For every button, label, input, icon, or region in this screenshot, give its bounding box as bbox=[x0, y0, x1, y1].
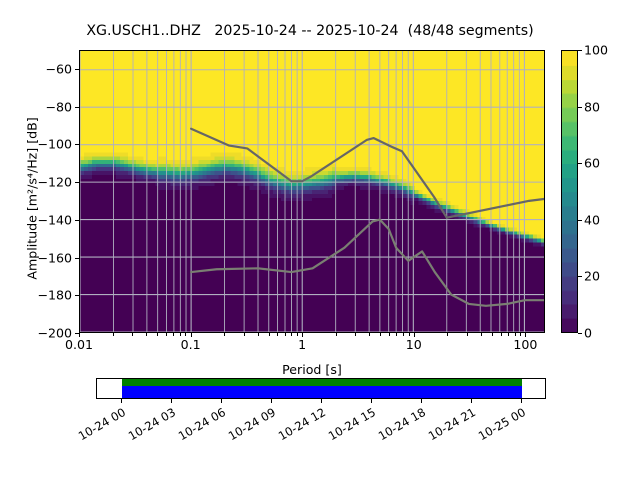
coverage-tick-mark bbox=[421, 399, 423, 403]
colorbar-tick-mark bbox=[578, 219, 582, 221]
x-tick-mark-minor bbox=[491, 333, 493, 336]
x-tick-mark-minor bbox=[480, 333, 482, 336]
coverage-tick-mark bbox=[270, 399, 272, 403]
y-tick-label: −80 bbox=[45, 99, 72, 115]
ppsd-plot-area bbox=[79, 50, 545, 333]
colorbar-tick-mark bbox=[578, 276, 582, 278]
coverage-plot-area bbox=[96, 378, 546, 399]
figure-title: XG.USCH1..DHZ 2025-10-24 -- 2025-10-24 (… bbox=[86, 23, 534, 39]
coverage-tick-label: 10-25 00 bbox=[476, 405, 529, 444]
x-tick-mark-minor bbox=[268, 333, 270, 336]
coverage-band-data bbox=[121, 379, 523, 386]
y-tick-label: −180 bbox=[37, 287, 72, 303]
x-tick-mark-minor bbox=[467, 333, 468, 336]
x-tick-label: 10 bbox=[405, 337, 422, 352]
x-tick-mark-minor bbox=[500, 333, 502, 336]
colorbar-tick-mark bbox=[578, 163, 582, 165]
coverage-tick-mark bbox=[170, 399, 172, 403]
x-tick-mark-major bbox=[190, 333, 192, 337]
colorbar bbox=[561, 50, 578, 333]
x-tick-label: 0.01 bbox=[64, 337, 94, 352]
x-tick-mark-minor bbox=[185, 333, 187, 336]
x-tick-mark-minor bbox=[224, 333, 226, 336]
x-tick-label: 0.1 bbox=[180, 337, 201, 352]
x-tick-mark-major bbox=[302, 333, 304, 337]
y-tick-label: −100 bbox=[37, 136, 72, 152]
x-tick-mark-minor bbox=[284, 333, 286, 336]
coverage-tick-label: 10-24 06 bbox=[175, 405, 228, 444]
y-tick-mark bbox=[75, 68, 79, 70]
colorbar-tick-label: 100 bbox=[584, 42, 609, 58]
colorbar-tick-label: 40 bbox=[584, 212, 601, 228]
coverage-tick-mark bbox=[471, 399, 473, 403]
x-tick-mark-minor bbox=[156, 333, 158, 336]
x-tick-mark-minor bbox=[355, 333, 357, 336]
coverage-tick-label: 10-24 03 bbox=[125, 405, 178, 444]
y-tick-label: −160 bbox=[37, 250, 72, 266]
coverage-tick-mark bbox=[120, 399, 122, 403]
coverage-tick-mark bbox=[220, 399, 222, 403]
coverage-band-gaps bbox=[121, 386, 523, 398]
x-tick-mark-minor bbox=[297, 333, 299, 336]
x-tick-mark-minor bbox=[369, 333, 371, 336]
ppsd-density-image bbox=[80, 51, 544, 332]
x-tick-mark-minor bbox=[408, 333, 410, 336]
coverage-tick-label: 10-24 21 bbox=[426, 405, 479, 444]
coverage-tick-label: 10-24 09 bbox=[225, 405, 278, 444]
x-tick-mark-minor bbox=[520, 333, 522, 336]
colorbar-tick-label: 60 bbox=[584, 155, 601, 171]
x-tick-mark-minor bbox=[380, 333, 382, 336]
y-tick-label: −60 bbox=[45, 61, 72, 77]
y-tick-label: −200 bbox=[37, 325, 72, 341]
colorbar-tick-label: 20 bbox=[584, 268, 601, 284]
x-tick-mark-minor bbox=[447, 333, 449, 336]
y-tick-mark bbox=[75, 144, 79, 146]
x-tick-mark-minor bbox=[277, 333, 279, 336]
colorbar-tick-mark bbox=[578, 50, 582, 51]
y-tick-mark bbox=[75, 219, 79, 221]
x-tick-mark-minor bbox=[165, 333, 167, 336]
coverage-tick-label: 10-24 00 bbox=[75, 405, 128, 444]
x-tick-mark-major bbox=[79, 333, 80, 337]
x-tick-mark-minor bbox=[291, 333, 293, 336]
coverage-tick-mark bbox=[321, 399, 322, 403]
coverage-tick-label: 10-24 15 bbox=[325, 405, 379, 444]
y-tick-mark bbox=[75, 295, 79, 297]
colorbar-tick-mark bbox=[578, 106, 582, 108]
colorbar-tick-label: 80 bbox=[584, 99, 601, 115]
x-tick-mark-minor bbox=[389, 333, 390, 336]
x-tick-mark-minor bbox=[112, 333, 114, 336]
coverage-tick-mark bbox=[521, 399, 523, 403]
x-tick-mark-minor bbox=[257, 333, 259, 336]
coverage-tick-mark bbox=[371, 399, 373, 403]
y-axis-label: Amplitude [m²/s⁴/Hz] [dB] bbox=[24, 117, 40, 280]
y-tick-label: −120 bbox=[37, 174, 72, 190]
y-tick-mark bbox=[75, 257, 79, 259]
x-tick-mark-minor bbox=[402, 333, 404, 336]
x-tick-mark-minor bbox=[179, 333, 181, 336]
x-tick-mark-major bbox=[413, 333, 415, 337]
x-tick-mark-minor bbox=[335, 333, 337, 336]
x-tick-mark-minor bbox=[132, 333, 134, 336]
coverage-tick-label: 10-24 18 bbox=[375, 405, 429, 444]
x-tick-mark-minor bbox=[514, 333, 516, 336]
colorbar-tick-label: 0 bbox=[584, 325, 593, 341]
y-tick-mark bbox=[75, 333, 79, 334]
x-tick-label: 1 bbox=[298, 337, 307, 352]
x-tick-mark-minor bbox=[243, 333, 245, 336]
x-tick-mark-minor bbox=[508, 333, 510, 336]
x-tick-mark-minor bbox=[173, 333, 175, 336]
x-tick-mark-major bbox=[525, 333, 527, 337]
y-tick-mark bbox=[75, 106, 79, 108]
x-tick-label: 100 bbox=[513, 337, 538, 352]
x-tick-mark-minor bbox=[396, 333, 398, 336]
colorbar-tick-mark bbox=[578, 333, 582, 334]
coverage-tick-label: 10-24 12 bbox=[275, 405, 328, 444]
x-axis-label: Period [s] bbox=[282, 362, 342, 377]
y-tick-mark bbox=[75, 182, 79, 184]
x-tick-mark-minor bbox=[146, 333, 148, 336]
colorbar-gradient bbox=[562, 51, 577, 332]
y-tick-label: −140 bbox=[37, 212, 72, 228]
